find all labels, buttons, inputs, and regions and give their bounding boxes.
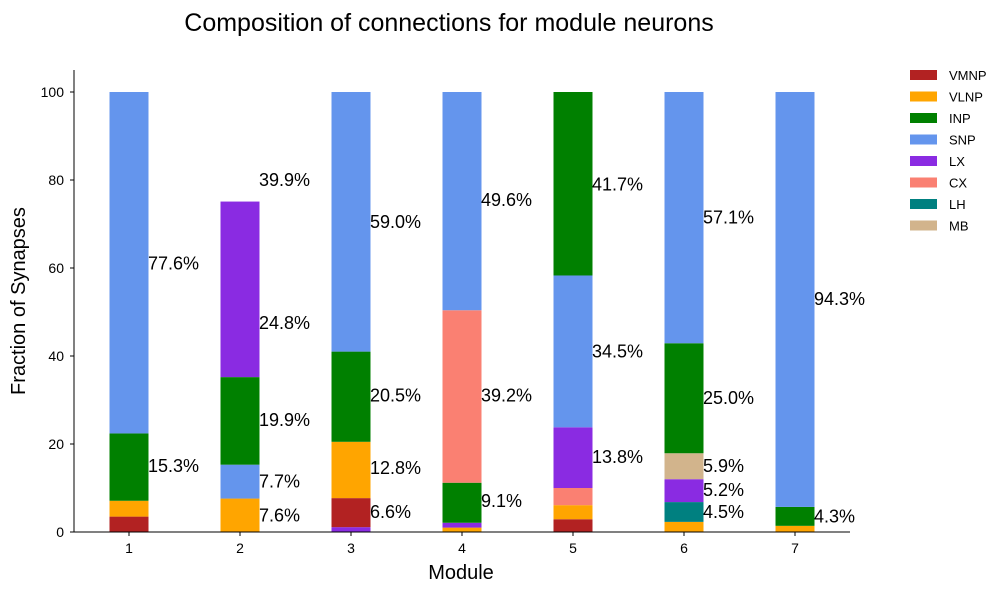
y-tick-label: 40	[48, 348, 64, 364]
x-ticks-group: 1 2 3 4 5 6 7	[125, 532, 799, 556]
x-tick-label: 3	[347, 540, 355, 556]
data-label-module-2: 24.8%	[259, 313, 310, 333]
data-label-module-4: 49.6%	[481, 190, 532, 210]
data-label-module-1: 77.6%	[148, 254, 199, 274]
x-tick-label: 1	[125, 540, 133, 556]
bar-segment-vlnp-module-7	[775, 525, 815, 532]
legend-label-lx: LX	[949, 154, 965, 169]
bar-segment-vmnp-module-1	[109, 516, 149, 532]
data-label-module-7: 94.3%	[814, 289, 865, 309]
bar-segment-vlnp-module-2	[220, 498, 260, 532]
y-tick-label: 0	[56, 524, 64, 540]
x-axis-label: Module	[428, 562, 494, 584]
data-label-module-6: 4.5%	[703, 502, 744, 522]
bar-segment-lx-module-2	[220, 201, 260, 378]
data-label-module-3: 12.8%	[370, 458, 421, 478]
y-tick-label: 80	[48, 172, 64, 188]
bar-segment-snp-module-7	[775, 92, 815, 507]
legend-label-cx: CX	[949, 176, 967, 191]
legend-swatch-inp	[910, 113, 937, 123]
legend-swatch-lh	[910, 199, 937, 209]
legend-label-inp: INP	[949, 111, 971, 126]
bar-segment-vmnp-module-5	[553, 519, 593, 532]
data-label-module-2: 7.7%	[259, 471, 300, 491]
data-label-module-5: 34.5%	[592, 342, 643, 362]
x-tick-label: 5	[569, 540, 577, 556]
x-tick-label: 6	[680, 540, 688, 556]
bar-segment-vmnp-module-3	[331, 498, 371, 528]
legend-swatch-cx	[910, 177, 937, 188]
bar-segment-snp-module-3	[331, 92, 371, 352]
bar-segment-vlnp-module-1	[109, 500, 149, 517]
bar-segment-lx-module-6	[664, 479, 704, 503]
bar-segment-snp-module-4	[442, 92, 482, 311]
data-label-module-4: 9.1%	[481, 491, 522, 511]
bar-segment-snp-module-2	[220, 464, 260, 499]
bar-segment-vlnp-module-3	[331, 441, 371, 499]
data-label-module-2: 19.9%	[259, 410, 310, 430]
legend-label-mb: MB	[949, 219, 969, 234]
data-label-module-5: 13.8%	[592, 447, 643, 467]
bar-segment-inp-module-6	[664, 343, 704, 454]
bar-segment-lx-module-3	[331, 527, 371, 532]
bar-segment-cx-module-4	[442, 310, 482, 483]
y-tick-label: 20	[48, 436, 64, 452]
bar-segment-inp-module-5	[553, 92, 593, 276]
legend-swatch-mb	[910, 220, 937, 231]
bar-segment-lx-module-5	[553, 427, 593, 488]
legend-label-snp: SNP	[949, 133, 976, 148]
x-tick-label: 2	[236, 540, 244, 556]
bar-segment-inp-module-1	[109, 433, 149, 501]
data-label-module-7: 4.3%	[814, 507, 855, 527]
x-tick-label: 4	[458, 540, 466, 556]
legend-swatch-lx	[910, 156, 937, 166]
data-label-module-4: 39.2%	[481, 386, 532, 406]
bar-segment-vlnp-module-4	[442, 527, 482, 532]
y-tick-label: 60	[48, 260, 64, 276]
legend: VMNP VLNP INP SNP LX CX LH MB	[910, 68, 987, 234]
legend-swatch-vmnp	[910, 70, 937, 80]
data-label-module-2: 39.9%	[259, 170, 310, 190]
bar-segment-inp-module-2	[220, 377, 260, 465]
bar-segment-inp-module-3	[331, 351, 371, 442]
chart-title: Composition of connections for module ne…	[184, 9, 713, 37]
bar-segment-inp-module-7	[775, 506, 815, 526]
legend-swatch-snp	[910, 134, 937, 145]
data-label-module-1: 15.3%	[148, 456, 199, 476]
data-label-module-3: 6.6%	[370, 502, 411, 522]
data-label-module-6: 5.9%	[703, 456, 744, 476]
data-label-module-3: 59.0%	[370, 212, 421, 232]
bar-segment-vlnp-module-5	[553, 505, 593, 520]
legend-label-lh: LH	[949, 197, 966, 212]
bar-segment-cx-module-5	[553, 488, 593, 506]
data-label-module-3: 20.5%	[370, 386, 421, 406]
legend-swatch-vlnp	[910, 91, 937, 102]
legend-label-vmnp: VMNP	[949, 68, 987, 83]
data-label-module-6: 5.2%	[703, 480, 744, 500]
data-label-module-6: 25.0%	[703, 388, 754, 408]
bar-segment-mb-module-6	[664, 453, 704, 480]
bar-segment-snp-module-1	[109, 92, 149, 434]
bar-segment-lx-module-4	[442, 522, 482, 528]
bar-segment-snp-module-6	[664, 92, 704, 344]
bar-segment-snp-module-5	[553, 275, 593, 428]
annotations-group: 77.6% 15.3% 39.9% 24.8% 19.9% 7.7% 7.6% 59.0% 20…	[148, 170, 865, 527]
bar-segment-vlnp-module-6	[664, 521, 704, 532]
bar-segment-lh-module-6	[664, 502, 704, 522]
y-ticks-group: 0 20 40 60 80 100	[41, 84, 74, 540]
bars-group	[109, 92, 815, 532]
legend-label-vlnp: VLNP	[949, 90, 983, 105]
y-tick-label: 100	[41, 84, 65, 100]
data-label-module-6: 57.1%	[703, 207, 754, 227]
data-label-module-2: 7.6%	[259, 505, 300, 525]
data-label-module-5: 41.7%	[592, 174, 643, 194]
y-axis-label: Fraction of Synapses	[8, 207, 30, 395]
x-tick-label: 7	[791, 540, 799, 556]
bar-segment-inp-module-4	[442, 482, 482, 523]
